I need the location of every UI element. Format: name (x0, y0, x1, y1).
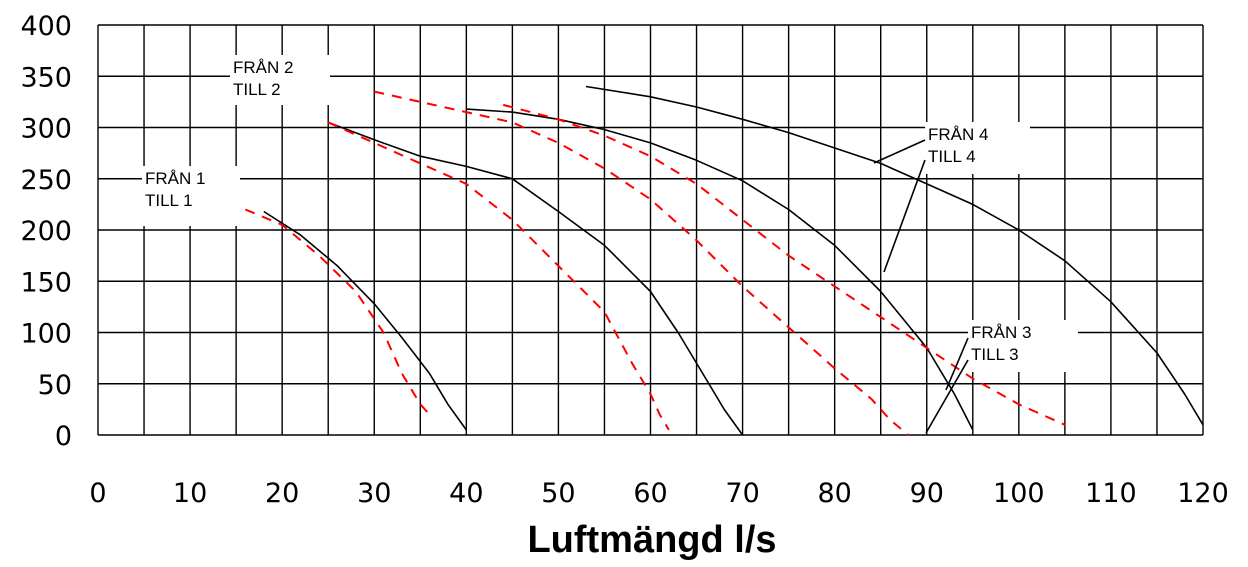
x-tick-label: 40 (449, 478, 483, 509)
x-tick-label: 100 (993, 478, 1045, 509)
x-tick-label: 70 (725, 478, 759, 509)
annotation-box (142, 166, 240, 226)
x-axis-label: Luftmängd l/s (527, 519, 776, 561)
x-tick-label: 120 (1177, 478, 1229, 509)
y-tick-label: 100 (20, 319, 72, 350)
x-tick-label: 10 (173, 478, 207, 509)
curves (244, 85, 1204, 436)
y-tick-label: 50 (38, 370, 72, 401)
y-axis-ticks: 0 50 100 150 200 250 300 350 400 (20, 11, 72, 452)
annotation-box (968, 320, 1078, 372)
supply-curve-3 (466, 108, 974, 431)
y-tick-label: 300 (20, 114, 72, 145)
annotation-label: FRÅN 2 (233, 58, 293, 77)
annotation-leader (945, 337, 969, 391)
y-tick-label: 250 (20, 165, 72, 196)
annotation-label: TILL 1 (145, 191, 193, 210)
x-tick-label: 30 (357, 478, 391, 509)
x-tick-label: 90 (910, 478, 944, 509)
x-axis-ticks: 0 10 20 30 40 50 60 70 80 90 100 110 120 (89, 478, 1228, 509)
annotation-box (925, 122, 1030, 174)
exhaust-curve-2 (327, 121, 670, 431)
y-tick-label: 150 (20, 267, 72, 298)
x-tick-label: 50 (541, 478, 575, 509)
annotation-label: TILL 4 (928, 147, 976, 166)
exhaust-curve-3 (374, 90, 909, 436)
annotations: FRÅN 1 TILL 1 FRÅN 2 TILL 2 FRÅN 3 TILL 3 FRÅN… (142, 55, 1078, 434)
annotation-label: TILL 2 (233, 80, 281, 99)
y-tick-label: 200 (20, 216, 72, 247)
x-tick-label: 0 (89, 478, 106, 509)
annotation-label: FRÅN 4 (928, 125, 988, 144)
annotation-box (230, 55, 330, 105)
exhaust-curve-1 (244, 208, 431, 416)
y-tick-label: 400 (20, 11, 72, 42)
y-tick-label: 350 (20, 62, 72, 93)
supply-curve-4 (585, 85, 1204, 426)
annotation-leader (925, 359, 969, 434)
x-tick-label: 110 (1085, 478, 1137, 509)
annotation-label: FRÅN 3 (971, 323, 1031, 342)
annotation-leader (873, 139, 926, 164)
annotation-leader (883, 159, 926, 273)
x-tick-label: 20 (265, 478, 299, 509)
x-tick-label: 80 (817, 478, 851, 509)
x-tick-label: 60 (633, 478, 667, 509)
annotation-label: TILL 3 (971, 345, 1019, 364)
supply-curve-2 (327, 121, 744, 436)
exhaust-curve-4 (502, 103, 1066, 426)
y-tick-label: 0 (55, 421, 72, 452)
annotation-label: FRÅN 1 (145, 169, 205, 188)
supply-curve-1 (263, 210, 467, 431)
